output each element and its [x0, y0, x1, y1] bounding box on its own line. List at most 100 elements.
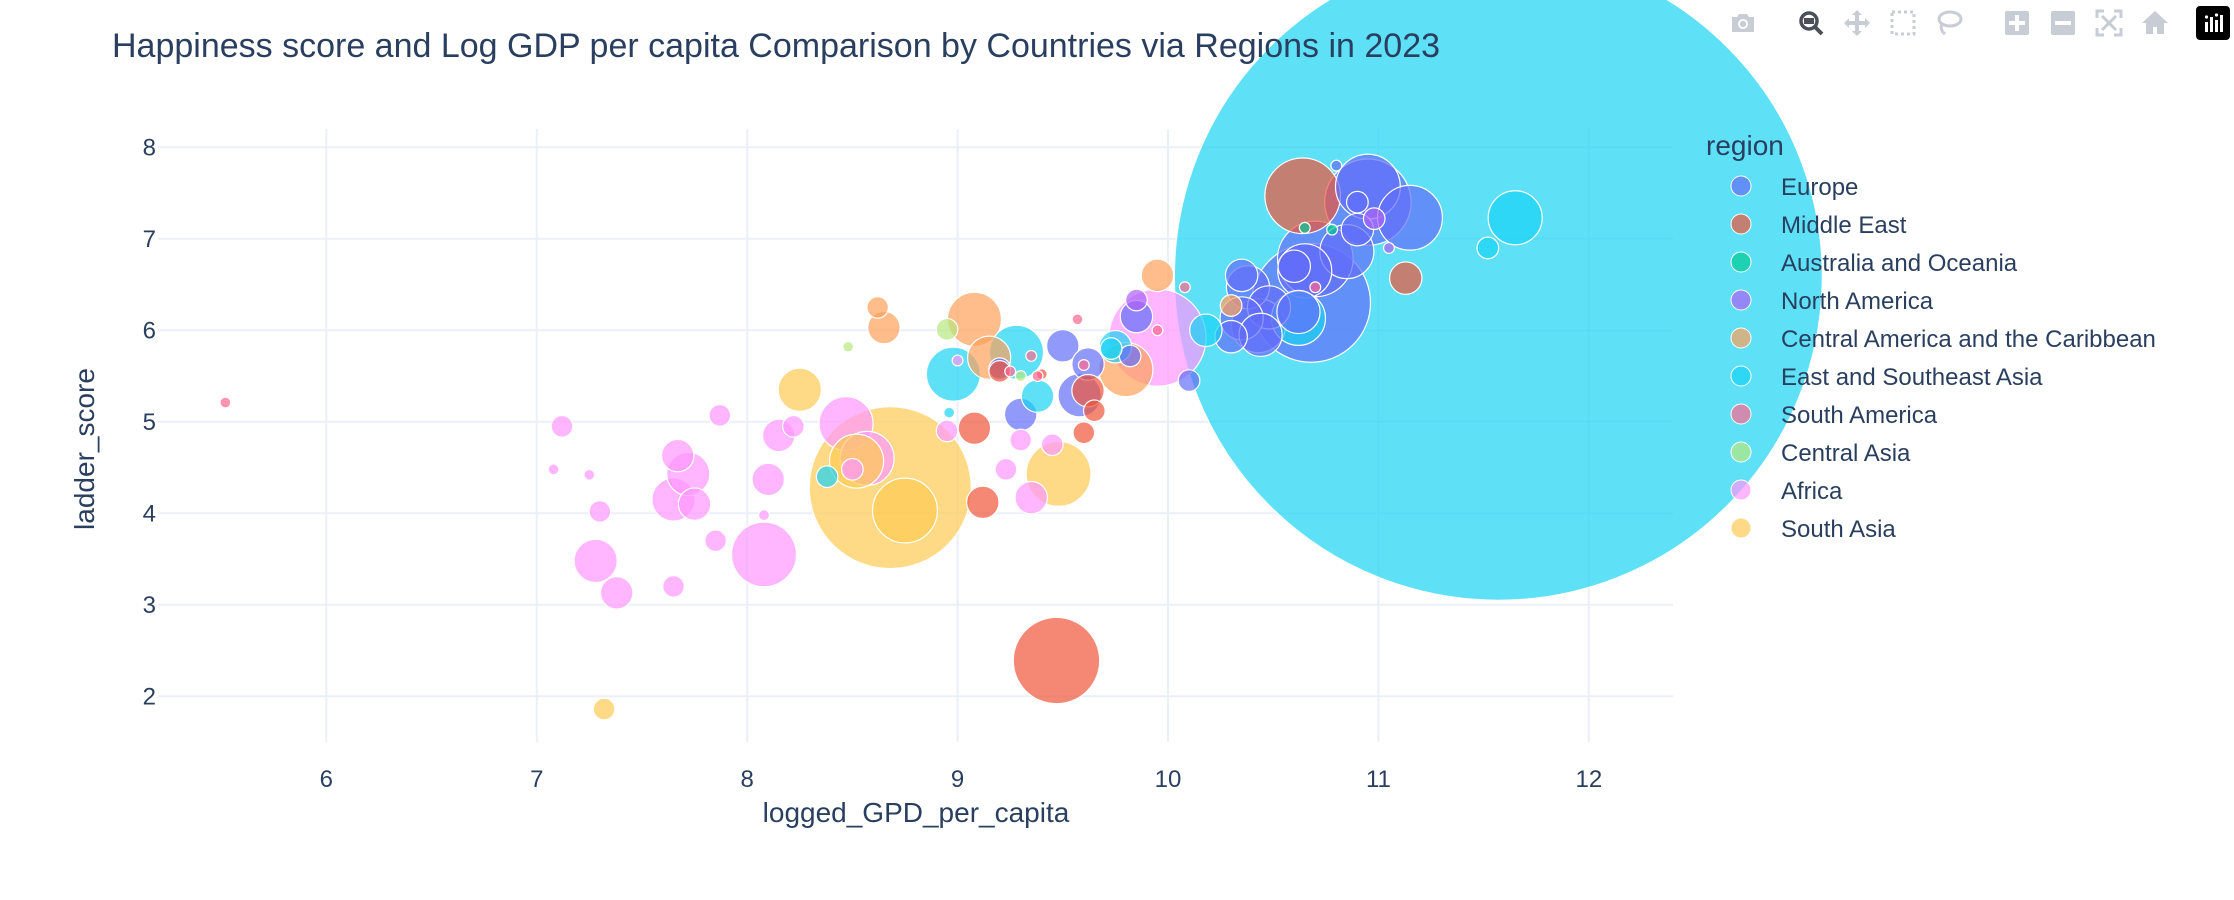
data-point[interactable] [943, 406, 956, 419]
data-point[interactable] [1177, 369, 1201, 393]
legend-item[interactable]: Middle East [1730, 212, 1907, 239]
camera-button[interactable] [1726, 6, 1760, 40]
legend-item[interactable]: South America [1730, 402, 1938, 429]
chart-title: Happiness score and Log GDP per capita C… [112, 27, 1440, 65]
data-point[interactable] [1040, 433, 1064, 457]
legend-title: region [1706, 130, 1784, 161]
box-select-button[interactable] [1886, 6, 1920, 40]
zoom-out-button[interactable] [2046, 6, 2080, 40]
x-axis-title: logged_GPD_per_capita [763, 797, 1070, 828]
legend-item[interactable]: Central Asia [1730, 440, 1911, 467]
data-point[interactable] [1309, 281, 1322, 294]
data-point[interactable] [1009, 428, 1033, 452]
data-point[interactable] [1077, 359, 1090, 372]
data-point[interactable] [1031, 370, 1044, 383]
legend-label: Africa [1781, 478, 1843, 505]
data-point[interactable] [708, 403, 732, 427]
data-point[interactable] [1072, 421, 1096, 445]
data-point[interactable] [1362, 207, 1386, 231]
data-point[interactable] [550, 414, 574, 438]
data-point[interactable] [994, 457, 1018, 481]
data-point[interactable] [1012, 616, 1101, 705]
data-point[interactable] [730, 521, 797, 588]
data-point[interactable] [866, 296, 890, 319]
data-point[interactable] [1014, 480, 1049, 515]
data-point[interactable] [1025, 349, 1038, 362]
data-point[interactable] [1140, 258, 1175, 293]
data-point[interactable] [1178, 281, 1191, 294]
data-point[interactable] [588, 500, 612, 523]
legend-item[interactable]: Central America and the Caribbean [1730, 326, 2156, 353]
data-point[interactable] [1082, 399, 1106, 423]
legend: region Europe Middle East Australia and Oc… [1706, 130, 2156, 543]
data-point[interactable] [677, 487, 712, 521]
data-point[interactable] [1099, 337, 1123, 360]
data-point[interactable] [751, 462, 786, 497]
data-point[interactable] [1004, 365, 1017, 378]
y-axis: 2 3 4 5 6 7 8 [143, 134, 156, 710]
x-tick-label: 6 [320, 766, 333, 793]
legend-item[interactable]: Europe [1730, 174, 1858, 201]
data-point[interactable] [573, 538, 618, 584]
data-point[interactable] [1151, 324, 1164, 337]
pan-button[interactable] [1840, 6, 1874, 40]
legend-item[interactable]: Australia and Oceania [1730, 250, 2018, 277]
data-point[interactable] [957, 411, 992, 445]
data-point[interactable] [840, 457, 864, 481]
data-point[interactable] [777, 367, 822, 412]
data-point[interactable] [1487, 190, 1543, 246]
data-point[interactable] [935, 419, 959, 443]
data-point[interactable] [1224, 258, 1259, 293]
data-point[interactable] [592, 697, 616, 721]
y-tick-label: 7 [143, 226, 156, 253]
data-point[interactable] [704, 529, 728, 553]
data-point[interactable] [660, 438, 695, 473]
legend-marker [1730, 479, 1752, 501]
y-tick-label: 3 [143, 592, 156, 619]
zoom-button[interactable] [1794, 6, 1828, 40]
data-point[interactable] [1071, 313, 1084, 326]
data-point[interactable] [1330, 159, 1343, 172]
data-point[interactable] [1298, 221, 1311, 234]
data-point[interactable] [599, 576, 634, 610]
data-point[interactable] [951, 354, 964, 367]
reset-axes-button[interactable] [2138, 6, 2172, 40]
data-point[interactable] [583, 468, 596, 481]
data-point[interactable] [842, 340, 855, 353]
autoscale-button[interactable] [2092, 6, 2126, 40]
data-point[interactable] [1277, 249, 1312, 284]
legend-item[interactable]: South Asia [1730, 516, 1896, 543]
data-point[interactable] [966, 485, 1000, 520]
data-point[interactable] [1125, 288, 1148, 312]
data-point[interactable] [1219, 294, 1243, 317]
data-point[interactable] [1326, 223, 1339, 236]
data-point[interactable] [1014, 370, 1027, 383]
data-point[interactable] [1476, 236, 1500, 260]
legend-item[interactable]: East and Southeast Asia [1730, 364, 2043, 391]
lasso-select-button[interactable] [1932, 6, 1966, 40]
data-point[interactable] [782, 414, 805, 438]
data-point[interactable] [1376, 184, 1443, 251]
data-point[interactable] [1045, 329, 1080, 363]
data-point[interactable] [662, 575, 685, 598]
data-point[interactable] [757, 509, 770, 522]
camera-icon [1732, 14, 1754, 32]
data-point[interactable] [1276, 289, 1321, 335]
data-point[interactable] [1345, 190, 1369, 214]
data-point[interactable] [547, 463, 560, 476]
data-point[interactable] [871, 477, 938, 544]
data-point[interactable] [1382, 241, 1395, 254]
legend-item[interactable]: Africa [1730, 478, 1843, 505]
legend-marker [1730, 441, 1752, 463]
data-point[interactable] [1189, 313, 1223, 348]
zoom-in-button[interactable] [2000, 6, 2034, 40]
data-point[interactable] [815, 465, 839, 489]
data-point[interactable] [935, 317, 959, 341]
plot-area[interactable] [219, 0, 1823, 721]
data-point[interactable] [1020, 379, 1055, 413]
legend-item[interactable]: North America [1730, 288, 1934, 315]
data-point[interactable] [1388, 261, 1423, 295]
plotly-logo-button[interactable] [2196, 6, 2230, 40]
data-point[interactable] [219, 396, 232, 409]
data-point[interactable] [1173, 0, 1823, 601]
